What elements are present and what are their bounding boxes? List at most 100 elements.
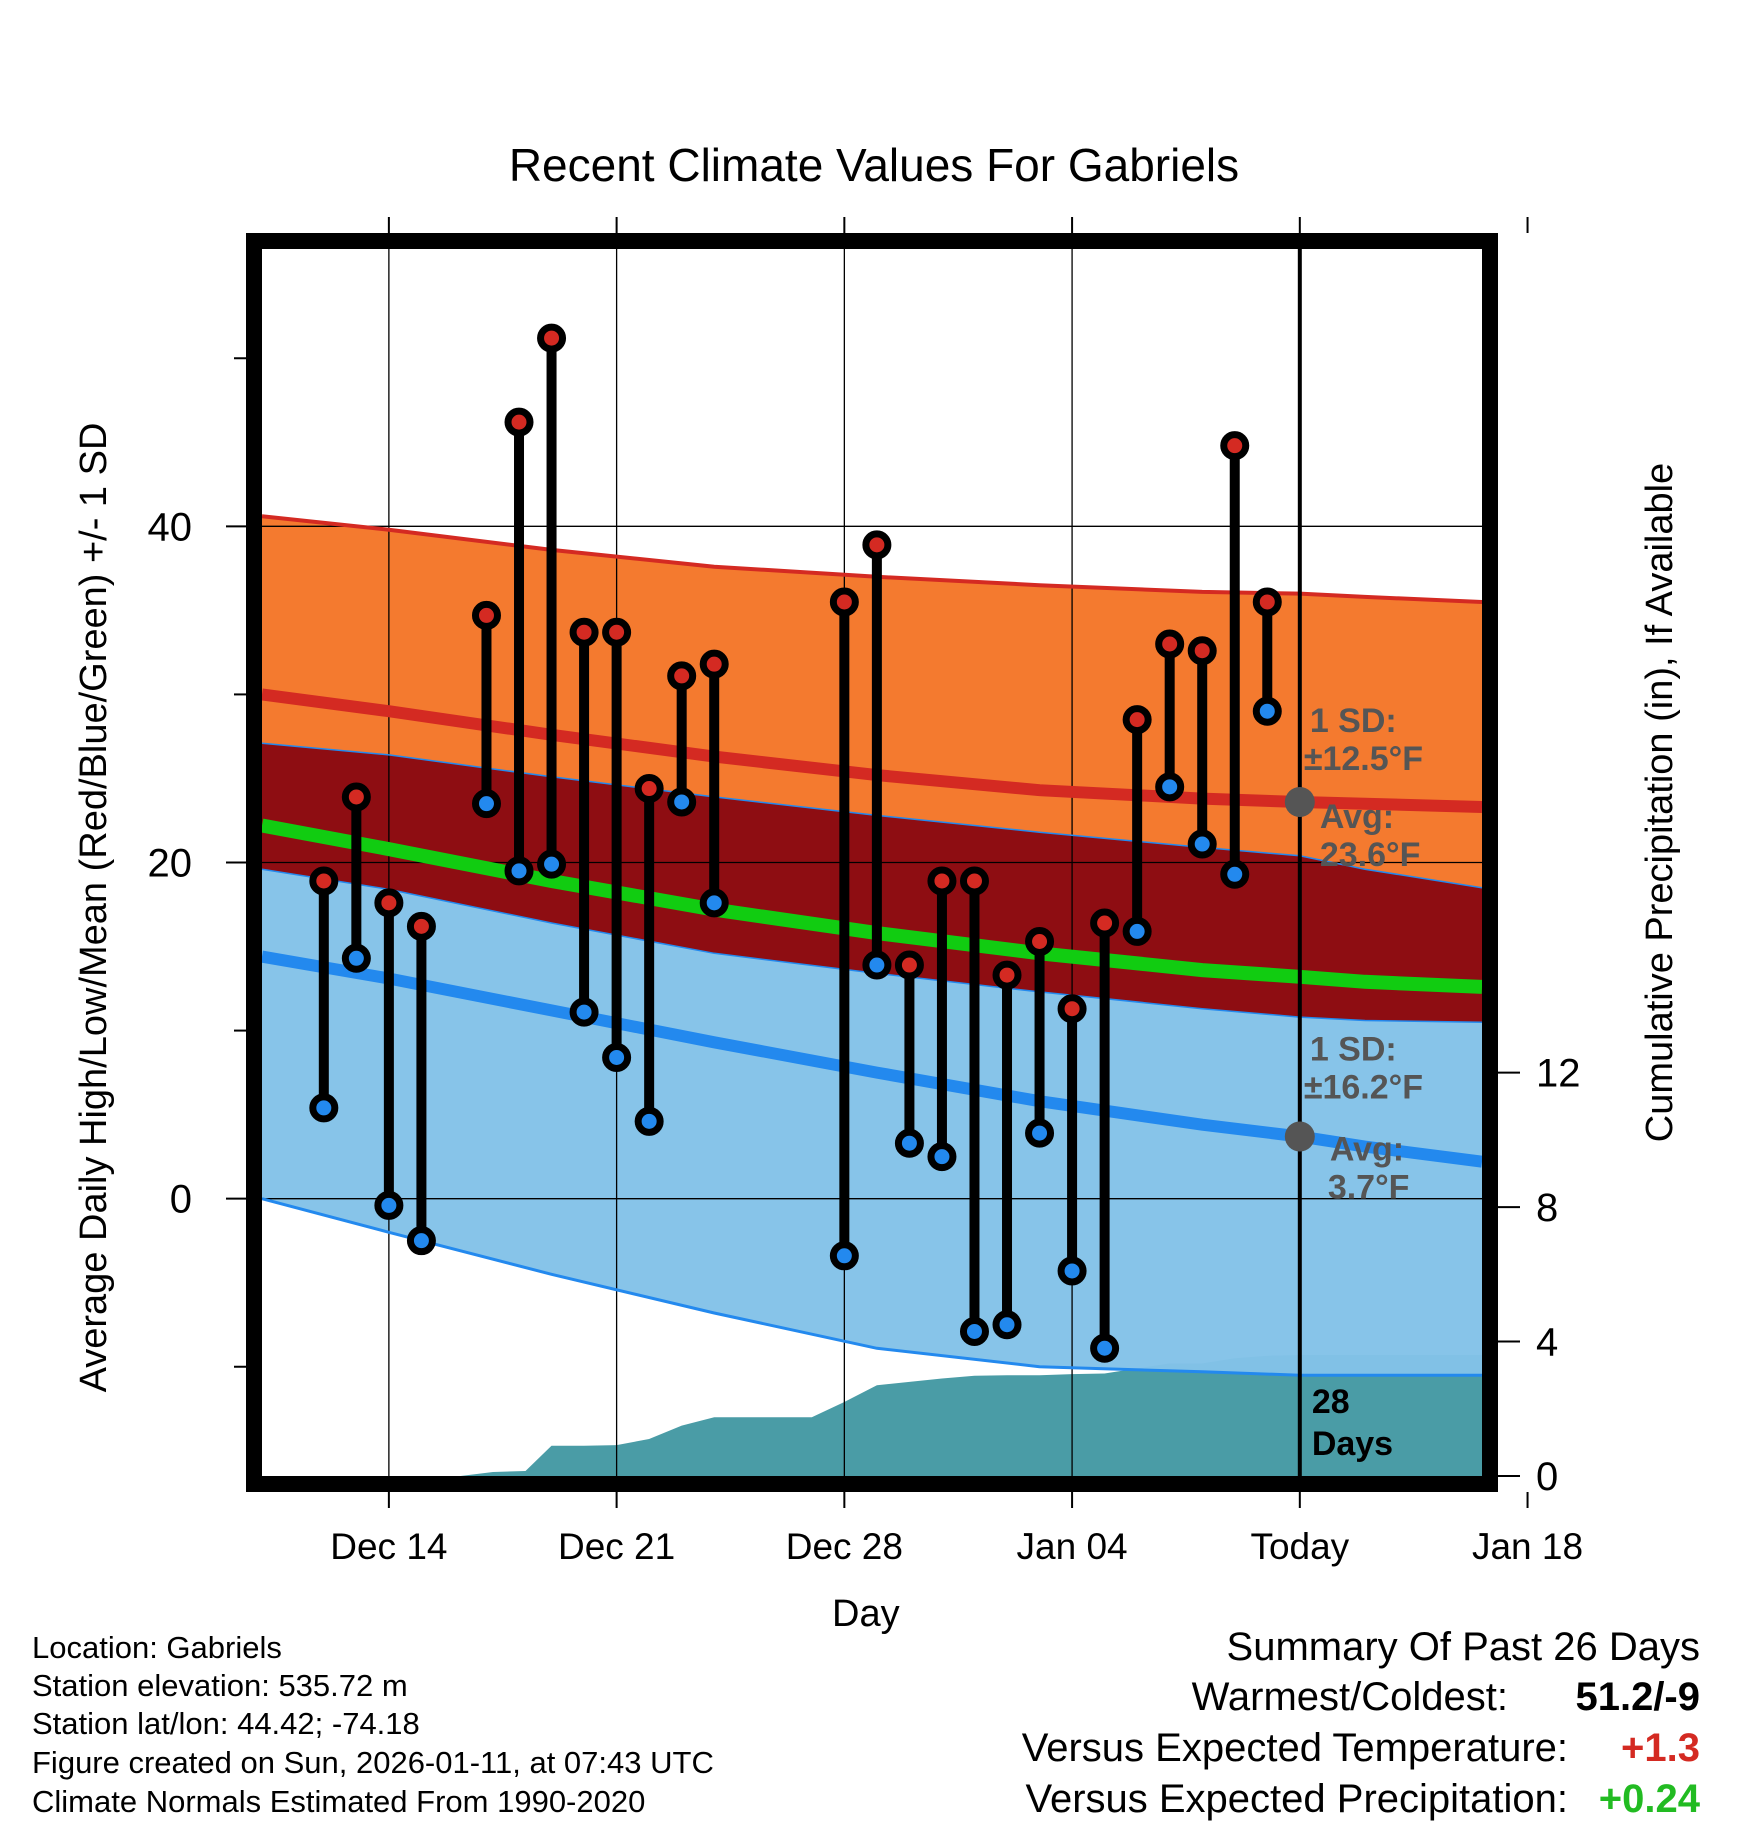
high-lower-line bbox=[262, 742, 1482, 889]
y-tick-label: 40 bbox=[148, 505, 193, 549]
x-tick-label: Jan 18 bbox=[1472, 1526, 1583, 1567]
obs-high-point bbox=[341, 782, 371, 812]
low-sd-label: 1 SD: bbox=[1310, 1030, 1397, 1068]
low-lower-line bbox=[262, 1197, 1482, 1377]
obs-low-point bbox=[1155, 772, 1185, 802]
high-upper-line bbox=[262, 514, 1482, 604]
x-tick-label: Jan 04 bbox=[1017, 1526, 1128, 1567]
obs-low-point bbox=[471, 789, 501, 819]
obs-high-point bbox=[894, 950, 924, 980]
days-window-value: 28 bbox=[1312, 1383, 1350, 1421]
obs-low-point bbox=[667, 787, 697, 817]
obs-high-point bbox=[992, 960, 1022, 990]
days-window-unit: Days bbox=[1312, 1425, 1393, 1463]
obs-high-point bbox=[504, 407, 534, 437]
x-tick-label: Dec 28 bbox=[786, 1526, 903, 1567]
low-avg-marker bbox=[1284, 1121, 1315, 1152]
y2-tick-label: 12 bbox=[1536, 1052, 1581, 1096]
obs-low-point bbox=[374, 1190, 404, 1220]
obs-high-point bbox=[602, 617, 632, 647]
obs-high-point bbox=[537, 323, 567, 353]
plot-frame bbox=[246, 233, 1498, 1492]
y2-tick-label: 0 bbox=[1536, 1455, 1558, 1499]
obs-high-point bbox=[1090, 908, 1120, 938]
obs-high-point bbox=[309, 866, 339, 896]
obs-low-point bbox=[569, 997, 599, 1027]
obs-low-point bbox=[862, 950, 892, 980]
y2-axis-title: Cumulative Precipitation (in), If Availa… bbox=[1639, 463, 1681, 1142]
high-mean-line bbox=[262, 688, 1482, 813]
obs-high-point bbox=[1252, 587, 1282, 617]
x-tick-label: Dec 14 bbox=[330, 1526, 447, 1567]
obs-high-point bbox=[471, 600, 501, 630]
obs-high-point bbox=[959, 866, 989, 896]
obs-low-point bbox=[1025, 1118, 1055, 1148]
obs-high-point bbox=[1025, 926, 1055, 956]
x-tick-label: Dec 21 bbox=[558, 1526, 675, 1567]
obs-high-point bbox=[569, 617, 599, 647]
summary-temp-value: +1.3 bbox=[1621, 1726, 1700, 1770]
y2-tick-label: 4 bbox=[1536, 1321, 1558, 1365]
chart-title: Recent Climate Values For Gabriels bbox=[508, 139, 1240, 191]
obs-low-point bbox=[504, 856, 534, 886]
obs-low-point bbox=[309, 1093, 339, 1123]
x-axis-title: Day bbox=[832, 1593, 900, 1635]
obs-high-point bbox=[634, 774, 664, 804]
high-avg-value: 23.6°F bbox=[1320, 836, 1421, 874]
obs-low-point bbox=[1057, 1256, 1087, 1286]
footer-location: Location: Gabriels bbox=[32, 1630, 282, 1665]
obs-high-point bbox=[927, 866, 957, 896]
high-sd-value: ±12.5°F bbox=[1304, 740, 1423, 778]
obs-high-point bbox=[1122, 705, 1152, 735]
footer-elevation: Station elevation: 535.72 m bbox=[32, 1668, 408, 1703]
obs-low-point bbox=[1187, 829, 1217, 859]
footer-normals: Climate Normals Estimated From 1990-2020 bbox=[32, 1784, 646, 1819]
obs-high-point bbox=[1220, 431, 1250, 461]
obs-high-point bbox=[829, 587, 859, 617]
obs-low-point bbox=[894, 1128, 924, 1158]
low-avg-value: 3.7°F bbox=[1328, 1168, 1410, 1206]
obs-high-point bbox=[406, 911, 436, 941]
obs-high-point bbox=[699, 649, 729, 679]
obs-low-point bbox=[341, 943, 371, 973]
low-avg-label: Avg: bbox=[1330, 1130, 1404, 1168]
low-upper-line bbox=[262, 868, 1482, 1023]
obs-high-point bbox=[374, 888, 404, 918]
obs-low-point bbox=[699, 888, 729, 918]
obs-high-point bbox=[667, 661, 697, 691]
obs-low-point bbox=[634, 1106, 664, 1136]
summary-precip-value: +0.24 bbox=[1598, 1777, 1700, 1821]
low-sd-value: ±16.2°F bbox=[1304, 1068, 1423, 1106]
obs-low-point bbox=[1122, 916, 1152, 946]
x-tick-label: Today bbox=[1250, 1526, 1349, 1567]
footer-created: Figure created on Sun, 2026-01-11, at 07… bbox=[32, 1745, 714, 1780]
obs-low-point bbox=[1252, 696, 1282, 726]
obs-low-point bbox=[1220, 859, 1250, 889]
summary-title: Summary Of Past 26 Days bbox=[1226, 1625, 1700, 1669]
summary-warm-cold-value: 51.2/-9 bbox=[1575, 1675, 1700, 1719]
obs-low-point bbox=[927, 1142, 957, 1172]
y-tick-label: 20 bbox=[148, 842, 193, 886]
footer-latlon: Station lat/lon: 44.42; -74.18 bbox=[32, 1706, 420, 1741]
low-sd-band bbox=[262, 869, 1482, 1376]
obs-high-point bbox=[862, 530, 892, 560]
obs-low-point bbox=[602, 1042, 632, 1072]
summary-precip-label: Versus Expected Precipitation: bbox=[1025, 1777, 1568, 1821]
summary-temp-label: Versus Expected Temperature: bbox=[1021, 1726, 1568, 1770]
y-tick-label: 0 bbox=[170, 1178, 192, 1222]
obs-low-point bbox=[406, 1226, 436, 1256]
y-axis-title: Average Daily High/Low/Mean (Red/Blue/Gr… bbox=[73, 423, 115, 1393]
low-mean-line bbox=[262, 950, 1482, 1168]
y2-tick-label: 8 bbox=[1536, 1186, 1558, 1230]
obs-low-point bbox=[959, 1316, 989, 1346]
summary-warm-cold-label: Warmest/Coldest: bbox=[1191, 1675, 1508, 1719]
high-avg-marker bbox=[1284, 786, 1315, 817]
obs-low-point bbox=[992, 1310, 1022, 1340]
precip-area bbox=[262, 1355, 1482, 1476]
high-avg-label: Avg: bbox=[1320, 798, 1394, 836]
obs-low-point bbox=[1090, 1333, 1120, 1363]
mean-line bbox=[262, 818, 1482, 994]
obs-high-point bbox=[1057, 994, 1087, 1024]
obs-low-point bbox=[829, 1241, 859, 1271]
